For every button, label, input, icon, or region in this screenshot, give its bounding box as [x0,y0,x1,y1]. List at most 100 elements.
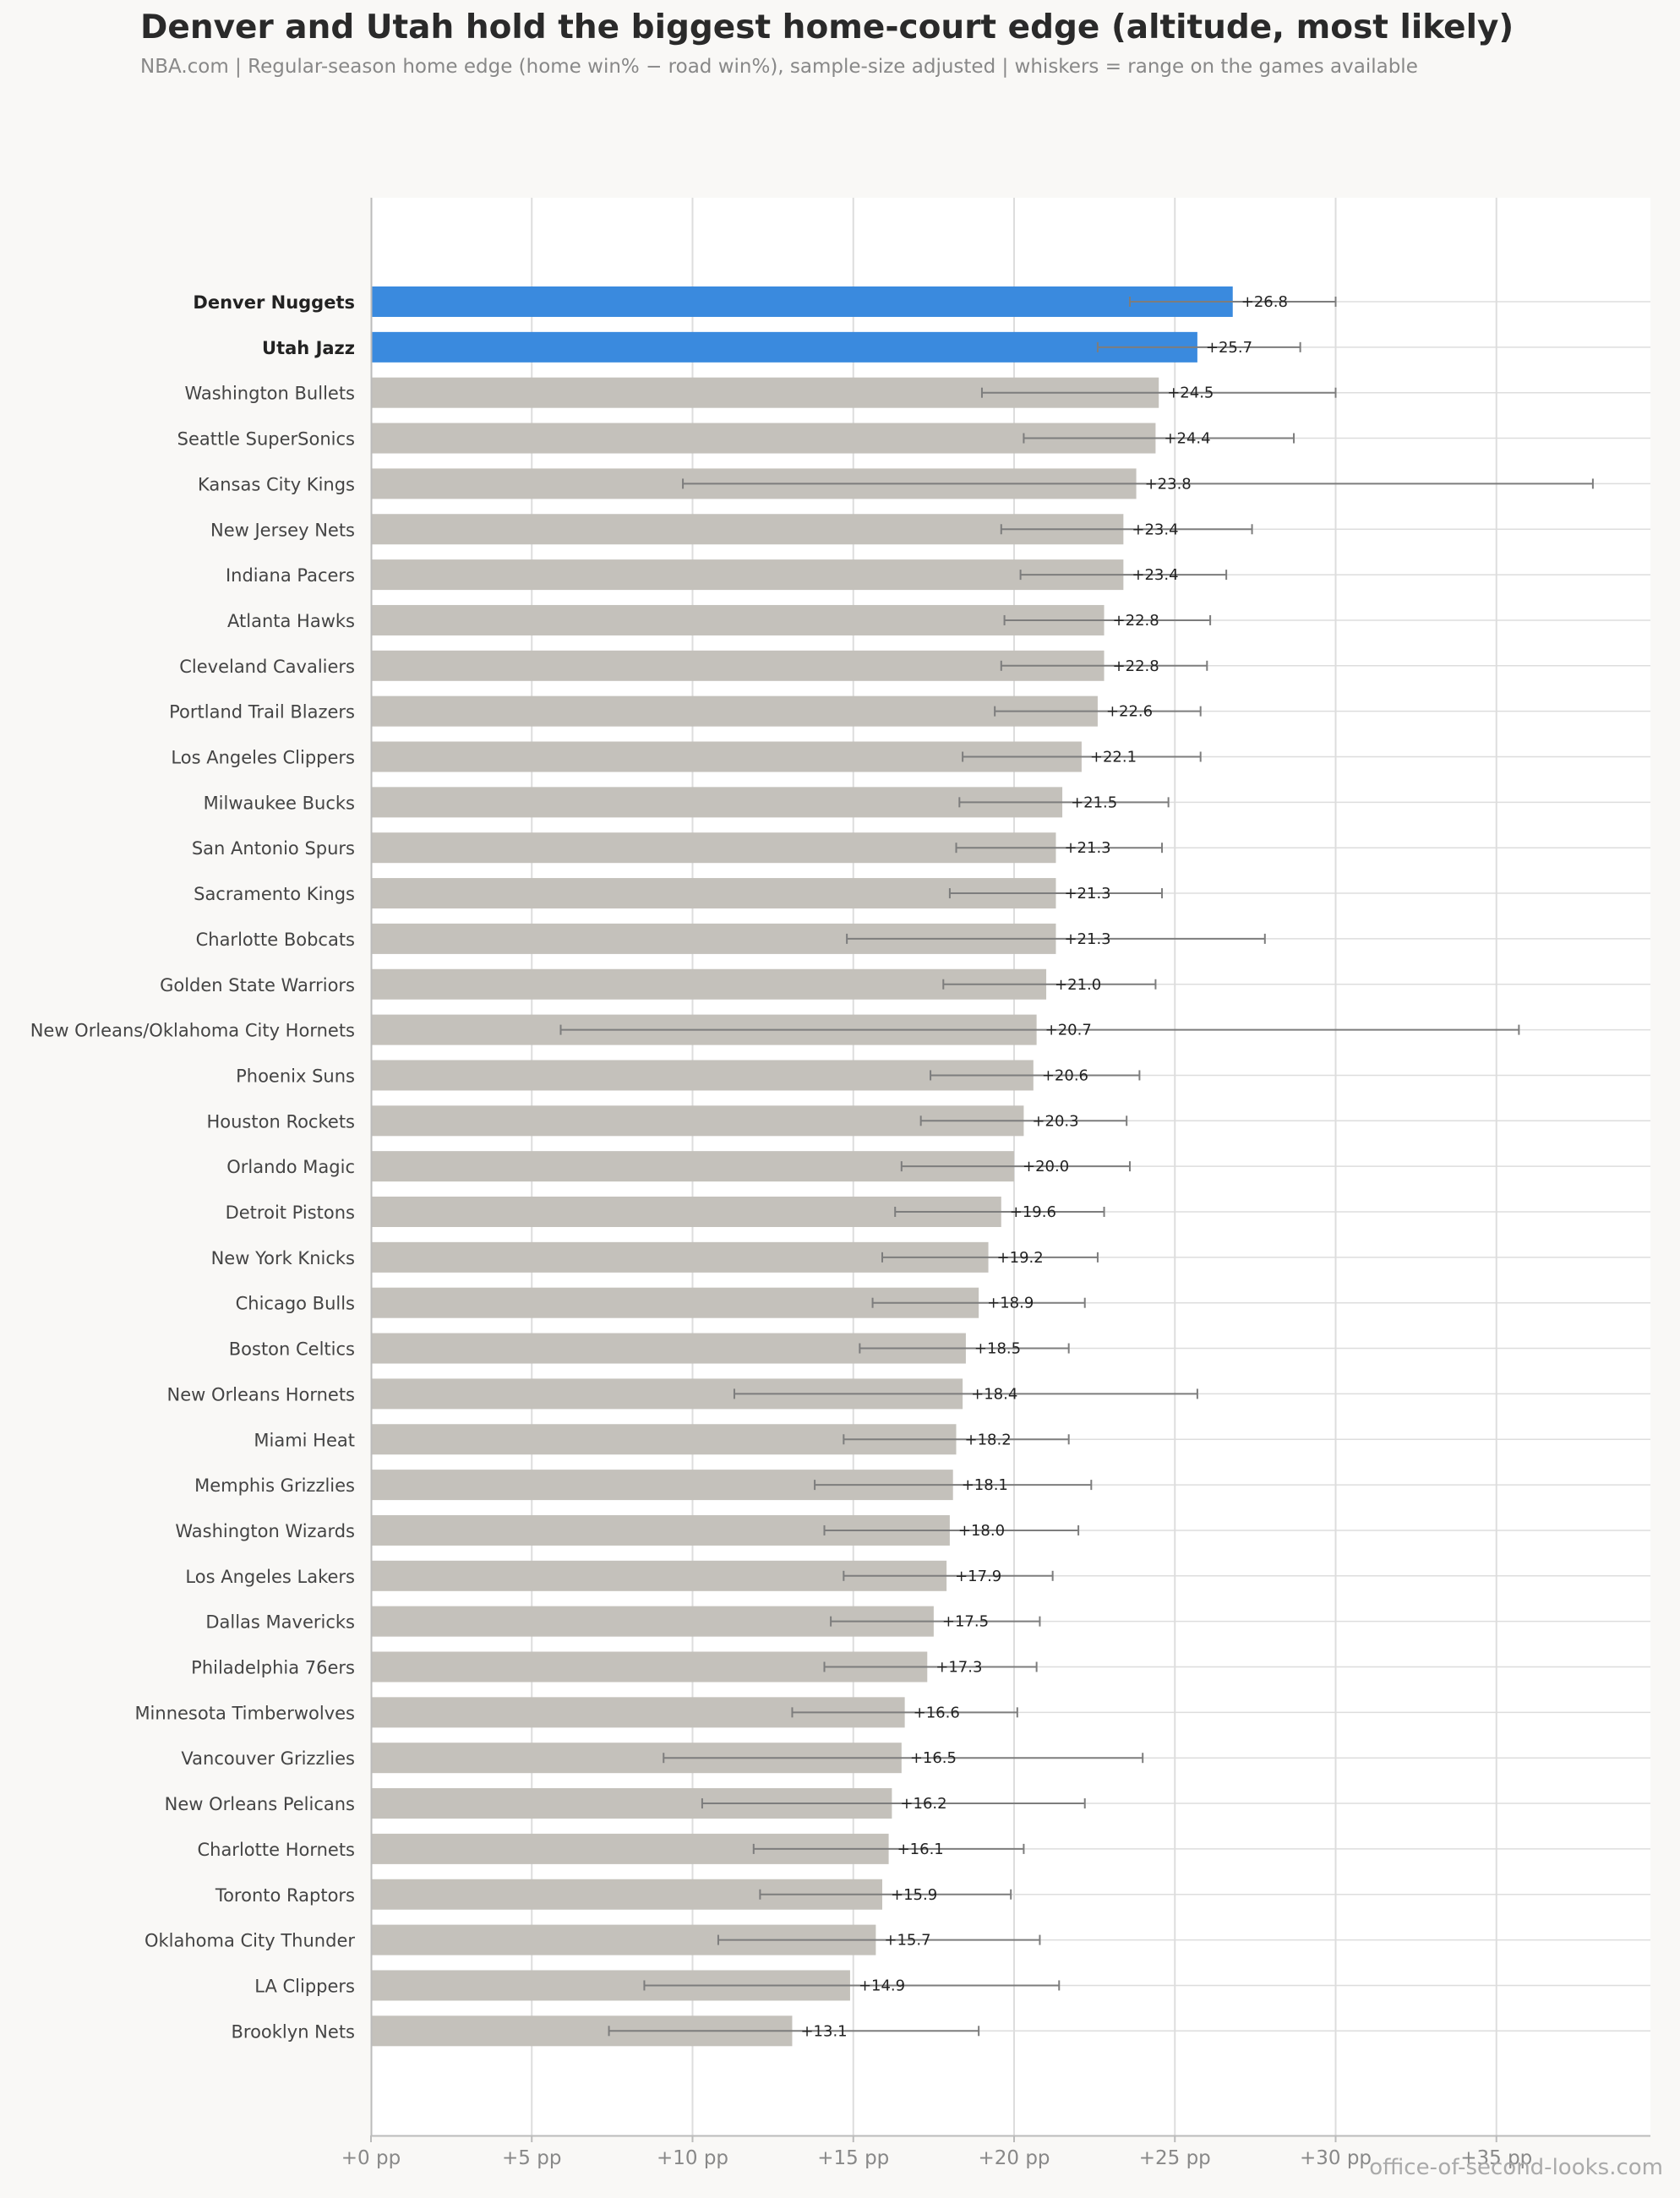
bar [371,514,1124,545]
category-label: Vancouver Grizzlies [181,1748,355,1769]
x-tick-label: +15 pp [817,2147,889,2169]
value-label: +13.1 [800,2022,847,2040]
bar [371,650,1105,681]
value-label: +25.7 [1206,339,1252,357]
bar [371,832,1056,864]
chart-subtitle: NBA.com | Regular-season home edge (home… [140,56,1418,78]
value-label: +19.2 [997,1249,1044,1267]
value-label: +17.5 [942,1613,989,1631]
bar [371,878,1056,909]
category-label: Atlanta Hawks [227,611,355,631]
category-label: Utah Jazz [262,338,355,358]
value-label: +19.6 [1010,1203,1056,1221]
value-label: +15.7 [884,1932,930,1950]
value-label: +21.0 [1055,976,1101,994]
category-label: Washington Wizards [175,1521,355,1541]
category-label: Brooklyn Nets [232,2021,356,2042]
value-labels-group: +26.8 +25.7 +24.5 +24.4 +23.8 +23.4 +23.4 +22.8… [800,293,1287,2040]
value-label: +22.6 [1106,703,1153,721]
x-tick-label: +25 pp [1139,2147,1211,2169]
x-tick-label: +0 pp [341,2147,401,2169]
category-label: Minnesota Timberwolves [134,1703,355,1723]
category-label: Chicago Bulls [236,1294,355,1314]
category-label: Sacramento Kings [194,884,355,904]
value-label: +18.1 [962,1476,1008,1494]
bar [371,286,1233,317]
bar [371,559,1124,591]
category-label: Milwaukee Bucks [204,793,355,813]
value-label: +18.0 [958,1522,1005,1540]
x-tick-label: +30 pp [1300,2147,1372,2169]
category-label: Phoenix Suns [236,1066,355,1086]
x-tick-label: +10 pp [657,2147,728,2169]
value-label: +23.8 [1145,475,1192,493]
whiskers-group [559,297,1594,2037]
category-label: Seattle SuperSonics [177,429,355,450]
value-label: +16.1 [897,1841,944,1858]
category-label: San Antonio Spurs [192,838,355,859]
category-label: Toronto Raptors [215,1885,355,1906]
category-label: LA Clippers [254,1976,355,1996]
category-label: Philadelphia 76ers [191,1658,355,1678]
value-label: +24.5 [1167,385,1214,402]
category-label: Kansas City Kings [198,474,355,494]
category-label: Oklahoma City Thunder [145,1931,355,1951]
bar [371,695,1098,727]
category-label: Denver Nuggets [193,292,355,313]
value-label: +16.5 [910,1749,957,1767]
x-tick-label: +5 pp [502,2147,561,2169]
value-label: +26.8 [1241,293,1288,311]
bar [371,968,1047,1000]
bar [371,1060,1034,1091]
value-label: +20.7 [1045,1022,1092,1039]
category-label: Orlando Magic [226,1157,355,1177]
value-label: +22.1 [1090,749,1137,766]
value-label: +14.9 [859,1977,905,1994]
value-label: +18.4 [971,1385,1017,1403]
bars-group [371,286,1233,2047]
value-label: +20.3 [1032,1112,1078,1130]
value-label: +18.9 [987,1295,1034,1312]
category-label: Detroit Pistons [226,1203,355,1223]
category-label: Los Angeles Clippers [171,748,355,768]
category-label: Miami Heat [254,1430,355,1450]
category-label: Dallas Mavericks [205,1612,355,1633]
category-label: Memphis Grizzlies [194,1475,355,1496]
category-label: Charlotte Bobcats [196,930,355,950]
category-label: New Orleans Pelicans [165,1794,355,1814]
value-label: +15.9 [891,1886,937,1904]
bar [371,787,1063,818]
category-label: Boston Celtics [229,1339,355,1360]
value-label: +20.6 [1042,1066,1088,1084]
value-label: +18.5 [974,1340,1021,1358]
value-label: +21.3 [1064,839,1110,857]
category-label: Charlotte Hornets [197,1840,355,1860]
value-label: +24.4 [1164,430,1210,448]
x-tick-label: +20 pp [978,2147,1050,2169]
category-label: Washington Bullets [184,384,355,404]
value-label: +23.4 [1132,521,1178,538]
value-label: +18.2 [965,1431,1012,1448]
category-label: Houston Rockets [206,1111,355,1132]
chart-title: Denver and Utah hold the biggest home-co… [140,8,1514,46]
category-label: Indiana Pacers [226,565,355,586]
value-label: +21.3 [1064,885,1110,903]
category-label: New Orleans/Oklahoma City Hornets [30,1021,355,1041]
value-label: +17.9 [955,1568,1001,1585]
category-label: New York Knicks [211,1248,355,1268]
value-label: +21.3 [1064,930,1110,948]
category-label: Cleveland Cavaliers [179,657,355,677]
value-label: +23.4 [1132,566,1178,584]
category-label: Los Angeles Lakers [185,1567,355,1587]
value-label: +22.8 [1113,657,1159,675]
bar [371,604,1105,635]
bar [371,331,1197,363]
x-axis-ticks: +0 pp +5 pp +10 pp +15 pp +20 pp +25 pp +30 pp… [341,2135,1532,2169]
category-label: Portland Trail Blazers [169,702,355,723]
category-labels-group: Denver Nuggets Utah Jazz Washington Bullet… [30,292,356,2042]
x-tick-label: +35 pp [1460,2147,1532,2169]
bar [371,1105,1024,1137]
category-label: Golden State Warriors [160,975,355,995]
category-label: New Orleans Hornets [167,1384,356,1404]
